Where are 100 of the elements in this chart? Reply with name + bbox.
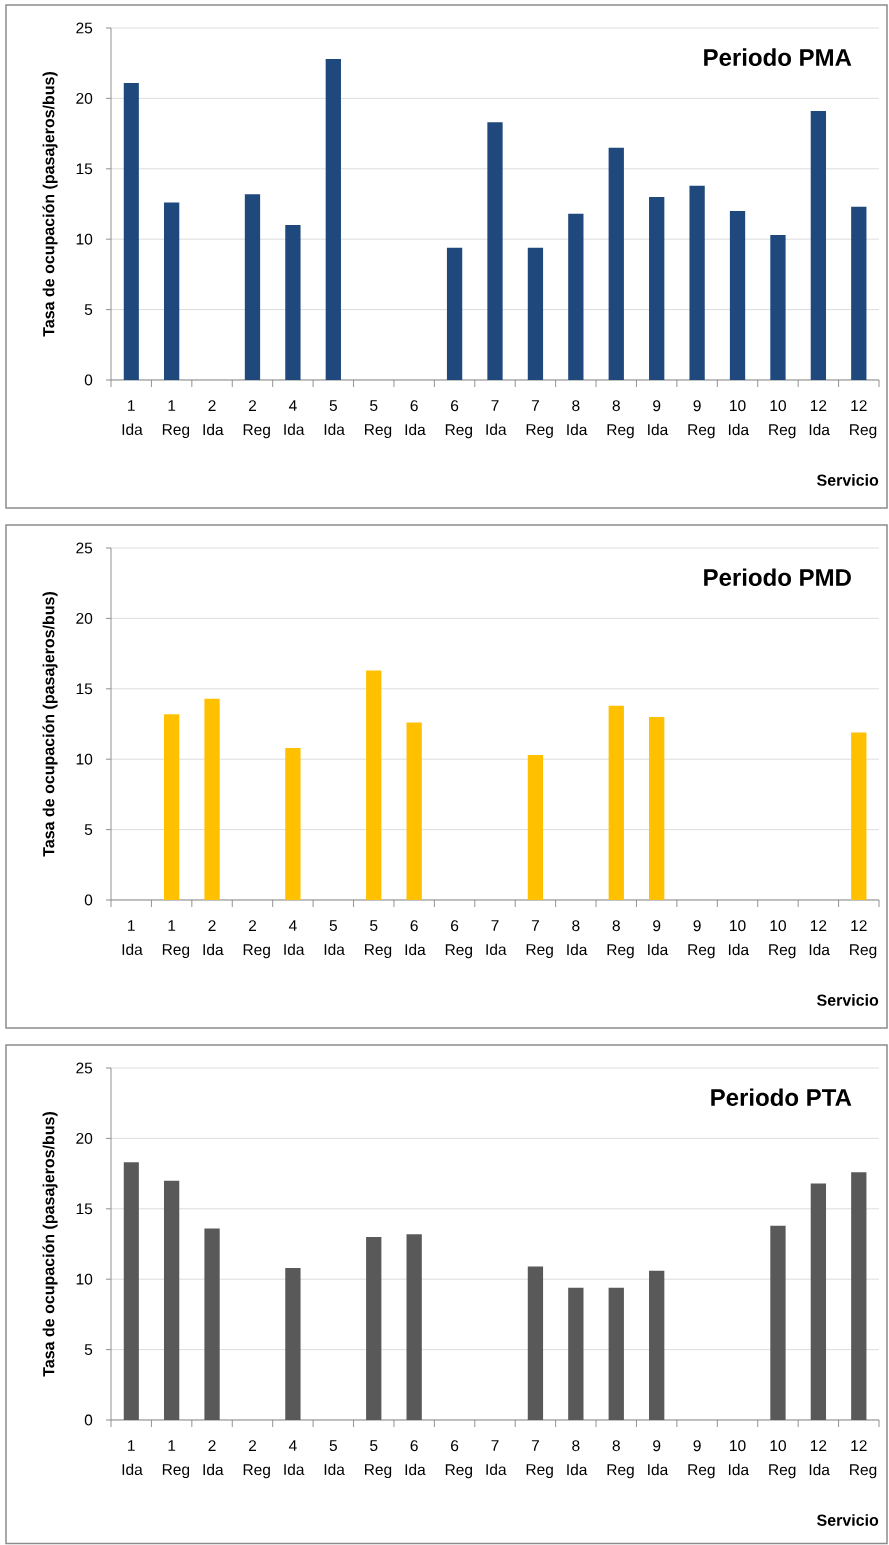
bar bbox=[649, 1270, 665, 1420]
bar bbox=[366, 1236, 382, 1420]
text: Periodo PMD bbox=[704, 568, 851, 587]
x-tick-label: 1 Ida bbox=[122, 1440, 143, 1476]
x-tick-label: 8 Ida bbox=[567, 920, 588, 956]
y-tick-label: 15 bbox=[76, 683, 93, 695]
y-tick-label: 5 bbox=[84, 304, 93, 315]
x-tick-label: 7 Reg bbox=[526, 920, 553, 959]
x-tick-label: 10 Ida bbox=[728, 400, 750, 436]
x-tick-label: 5 Ida bbox=[324, 400, 345, 436]
x-tick-label: 4 Ida bbox=[284, 1440, 305, 1476]
bar bbox=[649, 196, 665, 380]
bar bbox=[568, 213, 584, 380]
bar bbox=[204, 1228, 220, 1420]
x-tick-label: 12 Reg bbox=[850, 1440, 877, 1479]
text: Periodo PMA bbox=[704, 48, 852, 66]
bar bbox=[406, 1234, 422, 1420]
bar bbox=[285, 1267, 301, 1420]
bar bbox=[608, 1287, 624, 1420]
bar bbox=[810, 111, 827, 380]
y-tick-label: 15 bbox=[76, 1203, 93, 1215]
x-tick-label: 1 Ida bbox=[122, 400, 143, 436]
bar bbox=[285, 225, 301, 380]
y-axis-title: Tasa de ocupación (pasajeros/bus) bbox=[42, 72, 58, 337]
x-tick-label: 10 Reg bbox=[769, 920, 796, 959]
bar bbox=[204, 698, 220, 900]
x-tick-label: 7 Ida bbox=[486, 400, 507, 436]
bar bbox=[608, 705, 624, 900]
y-tick-label: 5 bbox=[84, 824, 93, 836]
x-tick-label: 4 Ida bbox=[284, 920, 305, 956]
text: Periodo PTA bbox=[711, 1088, 852, 1107]
bar bbox=[770, 1225, 786, 1420]
x-tick-label: 8 Ida bbox=[567, 1440, 588, 1476]
bar bbox=[810, 1183, 827, 1420]
bar bbox=[325, 58, 341, 380]
x-tick-label: 6 Ida bbox=[405, 400, 426, 436]
bar bbox=[851, 1172, 867, 1420]
bar bbox=[366, 670, 382, 900]
x-tick-label: 9 Ida bbox=[648, 1440, 669, 1476]
bar bbox=[729, 211, 746, 380]
x-tick-label: 5 Reg bbox=[365, 400, 392, 439]
x-tick-label: 12 Reg bbox=[850, 920, 877, 959]
y-tick-label: 0 bbox=[84, 894, 93, 906]
x-tick-label: 5 Ida bbox=[324, 920, 345, 956]
bar bbox=[608, 147, 624, 380]
x-tick-label: 10 Reg bbox=[769, 400, 796, 439]
bar bbox=[770, 234, 786, 380]
x-tick-label: 7 Ida bbox=[486, 920, 507, 956]
x-tick-label: 2 Ida bbox=[203, 400, 224, 436]
x-tick-label: 7 Ida bbox=[486, 1440, 507, 1476]
bar bbox=[689, 185, 705, 380]
x-tick-label: 6 Reg bbox=[445, 400, 473, 439]
y-tick-label: 15 bbox=[76, 163, 93, 175]
x-tick-label: 12 Reg bbox=[850, 400, 877, 439]
x-tick-label: 1 Reg bbox=[162, 400, 190, 439]
x-tick-label: 8 Reg bbox=[607, 1440, 634, 1479]
x-tick-label: 1 Reg bbox=[162, 1440, 190, 1479]
x-tick-label: 8 Reg bbox=[607, 400, 634, 439]
y-tick-label: 10 bbox=[76, 1273, 93, 1285]
bar bbox=[244, 194, 261, 380]
bar bbox=[123, 82, 139, 380]
x-tick-label: 9 Reg bbox=[688, 920, 715, 959]
y-tick-label: 25 bbox=[76, 1062, 93, 1074]
x-tick-label: 6 Ida bbox=[405, 1440, 426, 1476]
x-tick-label: 9 Ida bbox=[648, 400, 669, 436]
x-tick-label: 1 Reg bbox=[162, 920, 190, 959]
x-tick-label: 8 Ida bbox=[567, 400, 588, 436]
bar bbox=[649, 716, 665, 900]
bar bbox=[851, 732, 867, 900]
y-tick-label: 0 bbox=[84, 374, 93, 386]
x-tick-label: 9 Reg bbox=[688, 1440, 715, 1479]
x-tick-label: 5 Reg bbox=[365, 1440, 392, 1479]
x-tick-label: 9 Reg bbox=[688, 400, 715, 439]
bar bbox=[163, 714, 180, 900]
x-tick-label: 10 Ida bbox=[728, 920, 750, 956]
y-tick-label: 10 bbox=[76, 753, 93, 765]
y-tick-label: 20 bbox=[76, 92, 93, 104]
y-tick-label: 10 bbox=[76, 233, 93, 245]
bar bbox=[568, 1287, 584, 1420]
x-tick-label: 7 Reg bbox=[526, 1440, 553, 1479]
bar bbox=[285, 747, 301, 900]
x-tick-label: 2 Ida bbox=[203, 1440, 224, 1476]
x-tick-label: 12 Ida bbox=[809, 920, 830, 956]
x-tick-label: 10 Reg bbox=[769, 1440, 796, 1479]
bar bbox=[527, 1266, 544, 1420]
y-axis-title: Tasa de ocupación (pasajeros/bus) bbox=[42, 1112, 58, 1377]
y-tick-label: 20 bbox=[76, 1132, 93, 1144]
x-tick-label: 2 Ida bbox=[203, 920, 224, 956]
bar bbox=[851, 206, 867, 380]
x-tick-label: 7 Reg bbox=[526, 400, 553, 439]
x-tick-label: 6 Reg bbox=[445, 1440, 473, 1479]
x-tick-label: 2 Reg bbox=[243, 1440, 270, 1479]
x-tick-label: 2 Reg bbox=[243, 400, 270, 439]
x-tick-label: 9 Ida bbox=[648, 920, 669, 956]
x-axis-title: Servicio bbox=[817, 474, 879, 486]
x-tick-label: 5 Ida bbox=[324, 1440, 345, 1476]
x-tick-label: 8 Reg bbox=[607, 920, 634, 959]
bar bbox=[487, 122, 503, 380]
bar bbox=[163, 202, 180, 380]
y-axis-title: Tasa de ocupación (pasajeros/bus) bbox=[42, 592, 58, 857]
